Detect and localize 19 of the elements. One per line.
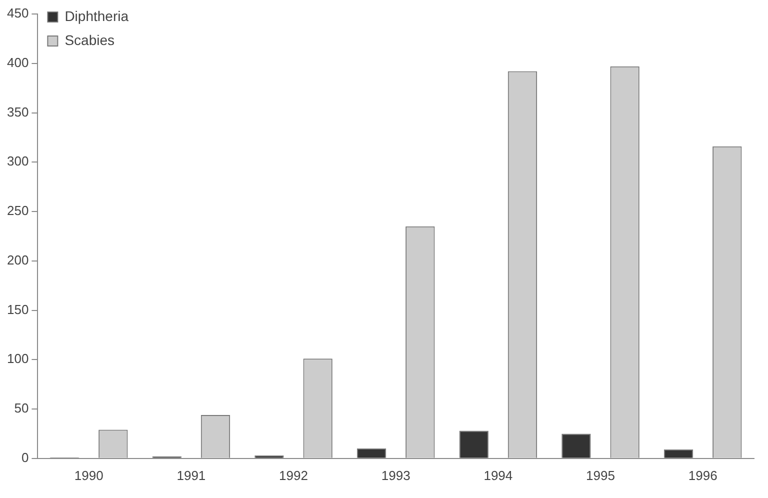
- y-tick-label: 0: [21, 450, 29, 465]
- x-tick-label: 1992: [279, 468, 308, 483]
- legend-label: Scabies: [64, 32, 114, 48]
- x-tick-label: 1993: [381, 468, 410, 483]
- y-tick-label: 450: [6, 6, 29, 21]
- legend-label: Diphtheria: [64, 8, 129, 24]
- y-tick-label: 400: [6, 54, 29, 70]
- y-tick-label: 100: [6, 351, 29, 366]
- y-tick-label: 250: [6, 203, 29, 218]
- x-tick-label: 1994: [484, 468, 513, 483]
- x-tick-label: 1991: [176, 468, 206, 483]
- x-tick-label: 1995: [586, 468, 615, 483]
- y-tick-label: 300: [6, 154, 29, 169]
- y-tick-label: 350: [6, 104, 29, 120]
- y-tick-label: 150: [6, 302, 29, 317]
- y-tick-label: 50: [14, 400, 29, 416]
- x-tick-label: 1990: [74, 468, 104, 483]
- y-tick-label: 200: [6, 252, 29, 268]
- x-tick-label: 1996: [688, 468, 718, 483]
